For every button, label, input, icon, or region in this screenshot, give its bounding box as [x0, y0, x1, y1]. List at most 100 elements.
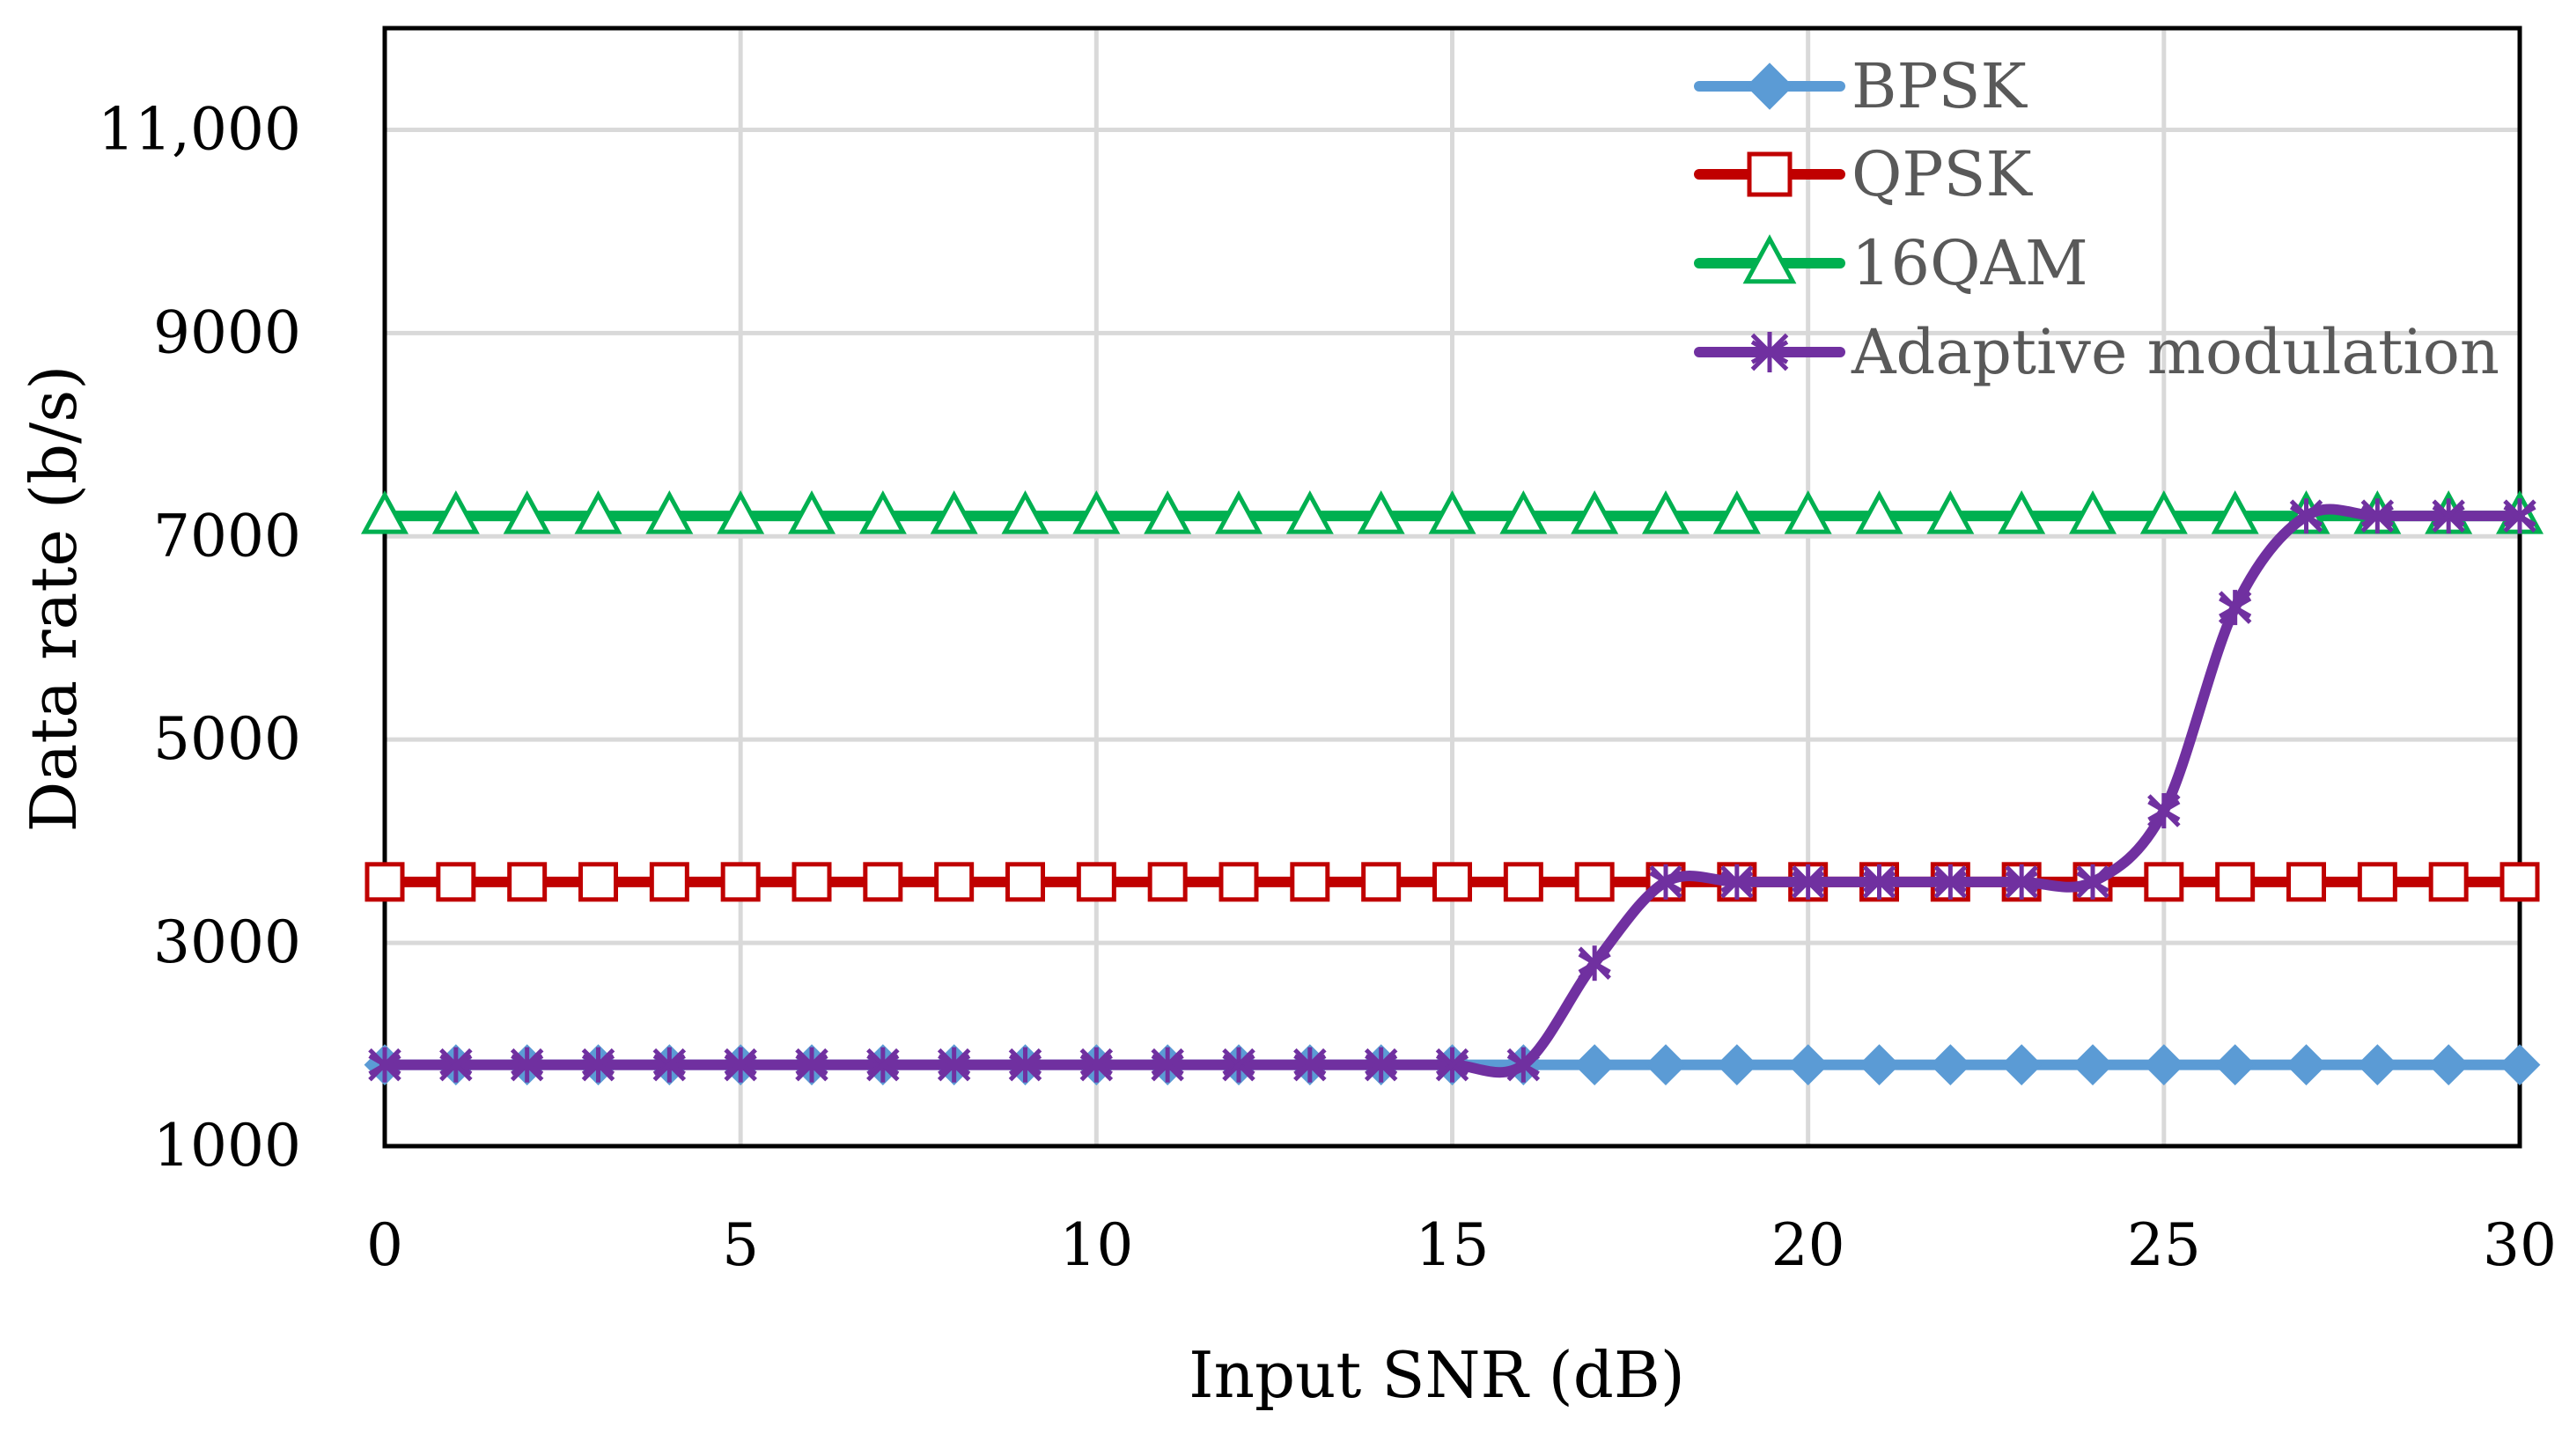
legend-label: 16QAM	[1852, 227, 2088, 299]
data-point	[1929, 1044, 1971, 1086]
data-point	[1716, 1044, 1758, 1086]
data-point	[1499, 489, 1548, 534]
data-point	[1862, 864, 1896, 900]
legend-item-qpsk: QPSK	[1694, 138, 2033, 210]
data-point	[652, 1047, 687, 1083]
data-point	[2357, 862, 2397, 902]
data-point	[1747, 151, 1793, 197]
data-point	[436, 862, 476, 902]
data-point	[1147, 862, 1188, 902]
x-tick-label: 30	[2483, 1211, 2557, 1279]
data-point	[1364, 1047, 1398, 1083]
data-point	[787, 489, 836, 534]
data-point	[1285, 489, 1334, 534]
data-point	[2005, 864, 2038, 900]
data-point	[863, 862, 903, 902]
data-point	[1649, 864, 1682, 900]
data-point	[1578, 945, 1611, 982]
data-point	[2503, 498, 2536, 534]
x-tick-label: 25	[2127, 1211, 2201, 1279]
data-point	[2286, 1044, 2327, 1086]
data-point	[1357, 489, 1405, 534]
data-point	[1293, 1047, 1327, 1083]
legend-item-adaptive-modulation: Adaptive modulation	[1694, 316, 2499, 388]
series-lines	[360, 489, 2544, 1086]
data-point	[2218, 590, 2252, 626]
data-point	[2214, 1044, 2256, 1086]
data-point	[1222, 1047, 1255, 1083]
data-point	[364, 862, 405, 902]
data-point	[1361, 862, 1402, 902]
data-point	[858, 489, 907, 534]
legend-label: QPSK	[1852, 138, 2033, 210]
series-16qam	[360, 489, 2544, 534]
data-point	[2068, 489, 2117, 534]
data-point	[1435, 1047, 1469, 1083]
data-point	[2143, 1044, 2185, 1086]
data-point	[934, 862, 975, 902]
plot-area-border	[382, 26, 2522, 1149]
data-point	[1933, 864, 1968, 900]
data-point	[1641, 489, 1690, 534]
data-point	[574, 489, 622, 534]
data-point	[1926, 489, 1975, 534]
data-point	[1506, 1047, 1541, 1083]
data-point	[2144, 862, 2184, 902]
x-tick-label: 5	[722, 1211, 759, 1279]
data-point	[1998, 489, 2046, 534]
y-tick-label: 7000	[153, 502, 301, 570]
data-point	[937, 1047, 971, 1083]
data-point	[1144, 489, 1192, 534]
y-tick-label: 11,000	[98, 95, 301, 163]
data-point	[724, 1047, 757, 1083]
data-point	[1712, 489, 1761, 534]
y-tick-label: 5000	[153, 705, 301, 773]
data-point	[368, 1047, 401, 1083]
x-axis-title: Input SNR (dB)	[1189, 1338, 1685, 1412]
data-point	[795, 1047, 828, 1083]
data-point	[510, 1047, 544, 1083]
data-point	[1859, 1044, 1900, 1086]
data-point	[1855, 489, 1903, 534]
legend: BPSK QPSK 16QAM Adaptive modulation	[1694, 50, 2499, 388]
y-tick-label: 9000	[153, 298, 301, 366]
legend-item-bpsk: BPSK	[1694, 50, 2028, 122]
data-point	[1001, 489, 1049, 534]
data-point	[1645, 1044, 1687, 1086]
axes	[382, 26, 2522, 1149]
data-point	[1072, 489, 1121, 534]
data-point	[1742, 234, 1797, 284]
data-point	[717, 489, 765, 534]
data-point	[439, 1047, 473, 1083]
data-point	[1428, 489, 1476, 534]
data-point	[1571, 489, 1619, 534]
data-point	[503, 489, 551, 534]
grid	[385, 28, 2520, 1146]
data-point	[1573, 1044, 1616, 1086]
data-point	[1787, 1044, 1829, 1086]
data-point	[2432, 498, 2465, 534]
y-axis-title: Data rate (b/s)	[17, 365, 91, 833]
data-point	[2428, 862, 2469, 902]
data-point	[1746, 63, 1793, 110]
data-point	[581, 1047, 615, 1083]
data-point	[1008, 1047, 1042, 1083]
data-point	[2215, 862, 2256, 902]
data-point	[1720, 864, 1754, 900]
data-point	[645, 489, 694, 534]
y-tick-label: 3000	[153, 908, 301, 976]
data-point	[2289, 498, 2323, 534]
data-point	[578, 862, 618, 902]
data-point	[2360, 498, 2395, 534]
data-point	[720, 862, 761, 902]
data-point	[2286, 862, 2326, 902]
data-point	[1076, 862, 1116, 902]
data-point	[2139, 489, 2188, 534]
x-tick-label: 10	[1059, 1211, 1133, 1279]
legend-label: Adaptive modulation	[1851, 316, 2499, 388]
legend-label: BPSK	[1852, 50, 2028, 122]
series-adaptive-modulation	[368, 498, 2536, 1083]
data-point	[2076, 864, 2109, 900]
data-point	[1290, 862, 1330, 902]
